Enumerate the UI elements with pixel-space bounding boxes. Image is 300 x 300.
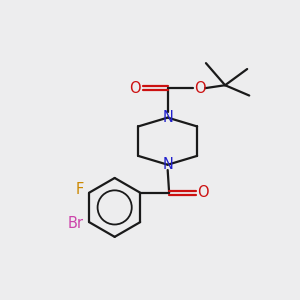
Text: O: O — [194, 81, 206, 96]
Text: N: N — [162, 110, 173, 125]
Text: N: N — [162, 157, 173, 172]
Text: F: F — [76, 182, 84, 197]
Text: O: O — [130, 81, 141, 96]
Text: Br: Br — [68, 216, 84, 231]
Text: O: O — [197, 185, 209, 200]
